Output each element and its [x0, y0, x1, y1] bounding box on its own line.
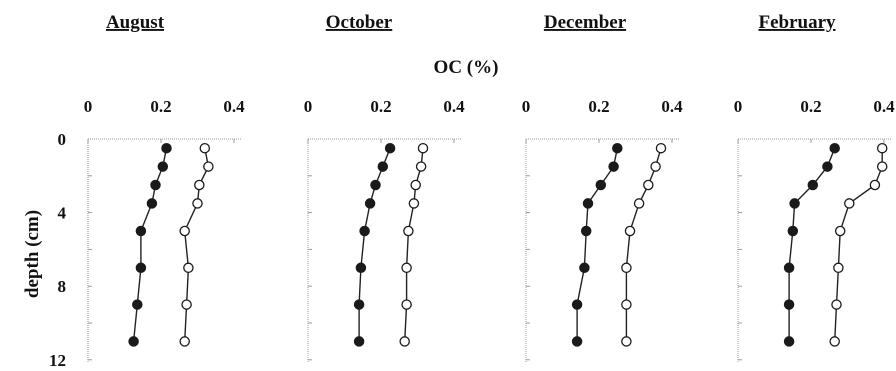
data-point-october-open-3	[408, 198, 420, 209]
series-line-february-filled	[788, 147, 836, 342]
data-point-december-filled-3	[582, 198, 594, 209]
x-tick-label-february-0: 0	[734, 97, 743, 116]
panel-titles: August October December February	[106, 12, 836, 33]
data-point-december-filled-4	[580, 225, 592, 237]
data-point-august-open-5	[183, 262, 194, 274]
data-point-december-open-2	[643, 179, 654, 191]
x-tick-label-october-2: 0.4	[443, 97, 465, 116]
data-point-december-filled-0	[612, 142, 623, 154]
x-tick-label-october-0: 0	[304, 97, 313, 116]
data-point-august-open-6	[181, 299, 192, 310]
data-point-october-open-4	[403, 225, 414, 237]
y-tick-label-1: 4	[58, 204, 67, 223]
data-point-december-filled-2	[595, 179, 607, 191]
data-point-february-open-7	[829, 336, 840, 347]
series-line-august-filled	[132, 148, 168, 342]
x-tick-label-december-1: 0.2	[588, 97, 609, 116]
data-point-december-open-7	[621, 336, 632, 347]
data-point-october-open-7	[399, 336, 410, 347]
x-tick-label-february-2: 0.4	[873, 97, 895, 116]
panel-title-august: August	[106, 12, 165, 33]
data-point-february-open-3	[844, 198, 855, 209]
x-tick-label-august-2: 0.4	[223, 97, 245, 116]
data-point-august-filled-7	[128, 336, 139, 347]
data-point-october-filled-5	[355, 262, 367, 274]
panel-title-february: February	[758, 12, 836, 33]
panel-title-october: October	[326, 12, 393, 33]
data-point-august-open-3	[192, 198, 203, 209]
data-point-august-open-2	[194, 179, 205, 191]
data-point-february-filled-3	[789, 198, 800, 209]
series-line-october-filled	[358, 147, 391, 342]
data-point-october-open-5	[401, 262, 412, 274]
data-point-december-filled-6	[571, 299, 583, 310]
data-point-february-filled-4	[787, 225, 799, 237]
x-axis-label: OC (%)	[434, 57, 499, 78]
series-line-august-open	[183, 148, 210, 342]
y-tick-label-2: 8	[58, 277, 67, 296]
data-point-august-open-1	[203, 161, 214, 172]
data-point-december-open-0	[655, 142, 667, 154]
series-line-december-filled	[576, 148, 618, 342]
data-point-august-open-0	[199, 142, 211, 154]
data-point-october-filled-3	[364, 198, 376, 209]
plot-area: 0 0.2 0.4 0 4 8 12 0 0.2 0.4 0 0.2 0.4 0 0.2 0.4	[49, 97, 895, 370]
data-point-february-open-0	[876, 142, 888, 154]
data-point-october-filled-7	[353, 336, 365, 347]
x-tick-label-october-1: 0.2	[370, 97, 391, 116]
data-point-october-filled-1	[377, 161, 389, 172]
x-tick-label-december-0: 0	[522, 97, 531, 116]
data-point-october-filled-0	[384, 142, 396, 154]
data-point-february-filled-2	[807, 179, 819, 191]
x-tick-label-december-2: 0.4	[661, 97, 683, 116]
data-point-december-open-6	[621, 299, 632, 310]
data-point-february-open-5	[833, 262, 844, 274]
data-point-february-open-1	[876, 161, 888, 172]
data-point-october-filled-6	[353, 299, 365, 310]
x-tick-label-august-1: 0.2	[150, 97, 171, 116]
data-point-august-open-7	[179, 336, 190, 347]
data-point-august-filled-3	[146, 198, 158, 209]
data-point-august-filled-5	[135, 262, 147, 274]
data-point-august-filled-0	[161, 142, 172, 154]
data-point-august-open-4	[179, 225, 190, 237]
data-point-december-filled-7	[571, 336, 583, 347]
data-point-december-open-4	[624, 225, 636, 237]
series-line-february-open	[834, 148, 883, 342]
data-point-december-filled-5	[579, 262, 590, 274]
x-tick-label-august-0: 0	[84, 97, 93, 116]
data-point-december-open-1	[650, 161, 661, 172]
data-point-february-filled-5	[783, 262, 795, 274]
data-point-february-filled-7	[783, 336, 795, 347]
data-point-august-filled-6	[132, 299, 143, 310]
data-point-august-filled-1	[157, 161, 169, 172]
data-point-february-filled-1	[822, 161, 833, 172]
data-point-october-open-1	[415, 161, 427, 172]
data-point-october-open-2	[410, 179, 421, 191]
y-axis-label: depth (cm)	[22, 210, 43, 298]
x-tick-label-february-1: 0.2	[800, 97, 821, 116]
data-point-february-open-6	[831, 299, 842, 310]
series-line-october-open	[404, 148, 424, 342]
data-point-october-open-0	[417, 142, 429, 154]
data-point-august-filled-4	[135, 225, 147, 237]
y-tick-label-3: 12	[49, 351, 66, 370]
data-point-october-filled-2	[370, 179, 381, 191]
data-point-december-open-5	[621, 262, 632, 274]
data-point-october-filled-4	[359, 225, 370, 237]
series-line-december-open	[625, 148, 662, 342]
y-tick-label-0: 0	[58, 130, 67, 149]
data-point-december-filled-1	[608, 161, 619, 172]
data-point-february-open-2	[869, 179, 881, 191]
data-point-august-filled-2	[150, 179, 161, 191]
data-point-february-filled-0	[829, 142, 840, 154]
data-point-february-open-4	[834, 225, 846, 237]
panel-title-december: December	[544, 12, 627, 33]
data-point-december-open-3	[633, 198, 645, 209]
data-point-october-open-6	[401, 299, 412, 310]
data-point-february-filled-6	[783, 299, 795, 310]
